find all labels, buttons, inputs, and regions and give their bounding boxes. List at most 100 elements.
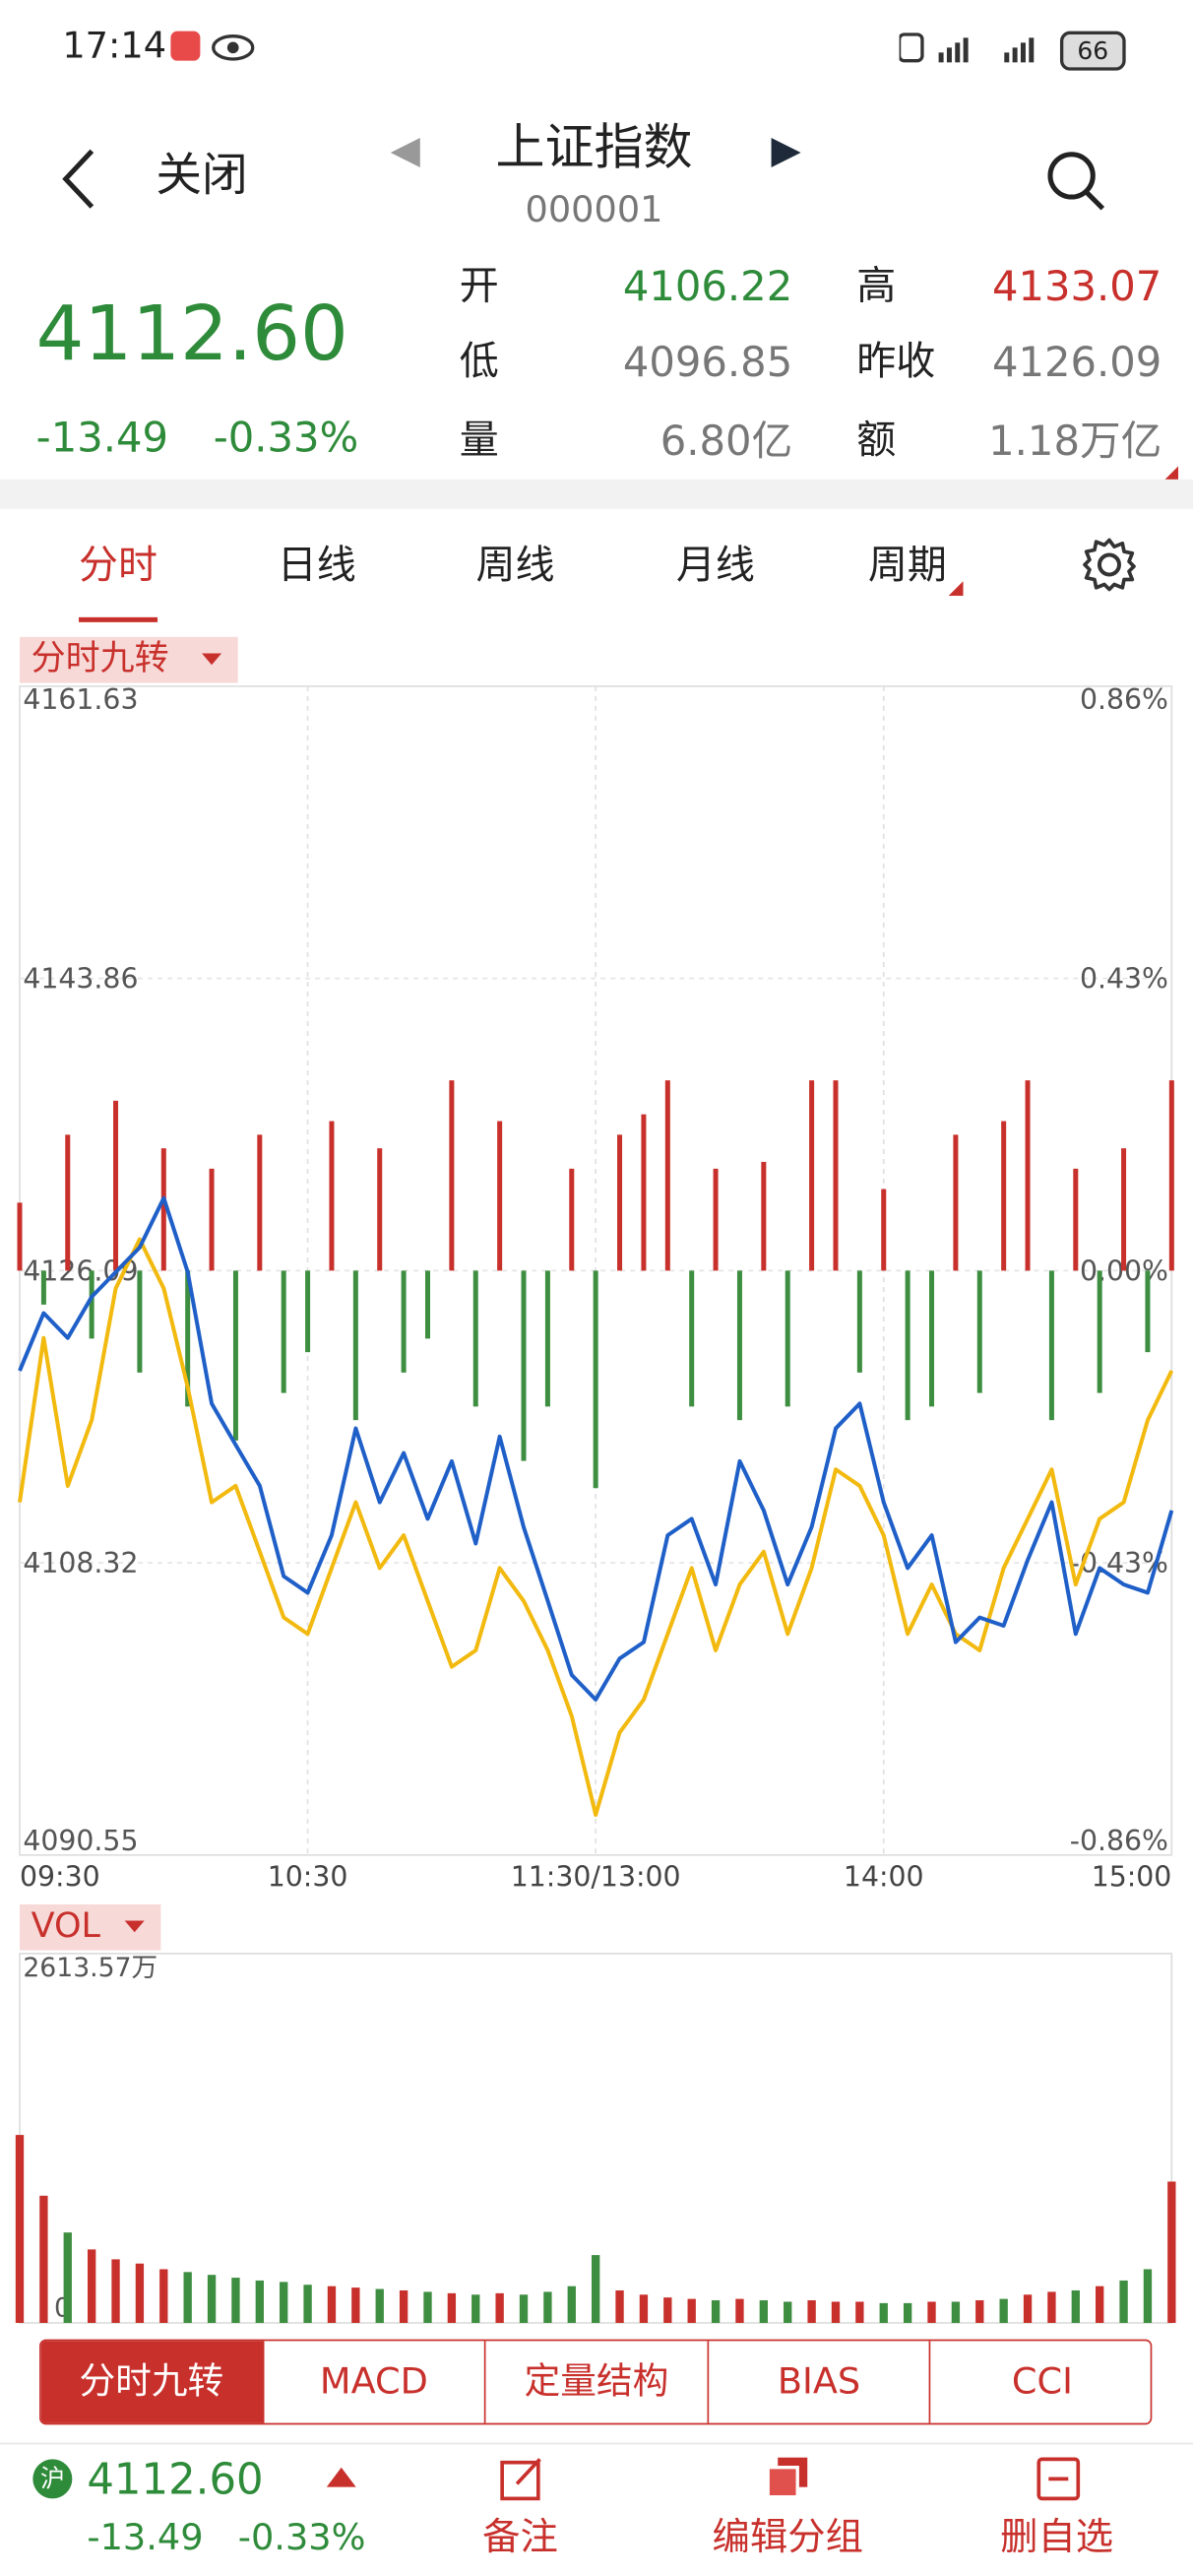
y2-tick-label: -0.86%: [1070, 1825, 1168, 1857]
flow-bar: [833, 1080, 839, 1271]
flow-bar: [569, 1168, 575, 1271]
indicator-label: VOL: [31, 1906, 101, 1946]
volume-bar: [975, 2300, 984, 2323]
code: 000001: [525, 190, 663, 232]
period-tab[interactable]: 周线: [475, 542, 555, 588]
flow-bar: [664, 1080, 670, 1271]
volume-bar: [927, 2301, 936, 2323]
x-tick-label: 15:00: [1092, 1861, 1172, 1894]
footer-action[interactable]: 备注: [482, 2516, 558, 2560]
flow-bar: [1121, 1148, 1127, 1271]
volume-bar: [423, 2291, 432, 2323]
volume-bar: [15, 2135, 25, 2323]
prev-button[interactable]: [387, 135, 423, 171]
search-button[interactable]: [1043, 148, 1109, 214]
flow-bar: [881, 1189, 887, 1271]
volume-bar: [592, 2255, 600, 2323]
indicator-tab[interactable]: 分时九转: [40, 2341, 264, 2423]
flow-bar: [497, 1121, 503, 1271]
volume-bar: [711, 2300, 721, 2323]
flow-bar: [17, 1202, 23, 1271]
flow-bar: [209, 1168, 215, 1271]
expand-corner[interactable]: [1162, 466, 1178, 483]
flow-bar: [472, 1270, 478, 1407]
indicator-tab[interactable]: BIAS: [709, 2341, 931, 2423]
footer-action[interactable]: 删自选: [1000, 2516, 1114, 2560]
flow-bar: [281, 1270, 286, 1393]
volume-bar: [327, 2286, 337, 2323]
flow-bar: [521, 1270, 527, 1461]
indicator-tab[interactable]: CCI: [1011, 2362, 1073, 2404]
battery: 66: [1059, 31, 1126, 71]
flow-bar: [305, 1270, 311, 1353]
indicator-tab[interactable]: 定量结构: [486, 2341, 709, 2423]
period-tab[interactable]: 日线: [277, 542, 356, 588]
flow-bar: [329, 1121, 335, 1271]
volume-bar: [303, 2285, 312, 2323]
volume-bar: [399, 2289, 408, 2323]
period-tab[interactable]: 周期: [867, 542, 947, 588]
settings-button[interactable]: [1082, 537, 1138, 593]
volume-bar: [951, 2301, 961, 2323]
flow-bar: [1145, 1270, 1151, 1353]
flow-bar: [736, 1270, 742, 1421]
flow-bar: [976, 1270, 982, 1393]
period-tab[interactable]: 月线: [675, 542, 755, 588]
indicator-arrow: [202, 653, 222, 666]
flow-bar: [1048, 1270, 1054, 1421]
indicator-box[interactable]: [20, 636, 238, 683]
price: 4112.60: [35, 289, 348, 378]
intraday-chart: 分时九转 4161.63 4143.86 4126.09 4108.32 4090.55 0…: [17, 636, 1174, 1894]
volume-bar: [639, 2294, 649, 2323]
price-line: [18, 1237, 1174, 1818]
volume-bar: [687, 2298, 696, 2323]
volume-bar: [63, 2232, 72, 2323]
x-tick-label: 09:30: [20, 1861, 100, 1894]
next-button[interactable]: [768, 135, 804, 171]
y2-tick-label: 0.86%: [1080, 683, 1168, 716]
volume-bar: [1047, 2291, 1056, 2323]
volume-bar: [1167, 2181, 1176, 2323]
y-tick-label: 4108.32: [23, 1547, 138, 1579]
change-pct: -0.33%: [213, 414, 359, 462]
period-tab[interactable]: 分时: [79, 542, 158, 588]
indicator-tab[interactable]: MACD: [264, 2341, 486, 2423]
flow-bar: [809, 1080, 815, 1271]
volume-bar: [1071, 2289, 1080, 2323]
x-tick-label: 11:30/13:00: [511, 1861, 681, 1894]
flow-bar: [65, 1134, 71, 1271]
field-value: 4133.07: [991, 262, 1162, 311]
flow-bar: [401, 1270, 407, 1373]
volume-bar: [519, 2294, 529, 2323]
flow-bar: [856, 1270, 862, 1373]
flow-bar: [424, 1270, 430, 1339]
title: 上证指数: [495, 119, 693, 178]
flow-bar: [1168, 1080, 1174, 1271]
close-button[interactable]: 关闭: [156, 148, 248, 203]
field-value: 1.18万亿: [988, 417, 1162, 465]
footer-action[interactable]: 编辑分组: [712, 2516, 863, 2560]
flow-bar: [377, 1148, 383, 1271]
volume-bar: [663, 2297, 672, 2323]
group-icon: [766, 2457, 808, 2499]
separator: [0, 479, 1193, 509]
flow-bar: [905, 1270, 910, 1421]
volume-bar: [471, 2294, 480, 2323]
footer-divider: [0, 2442, 1193, 2445]
flow-bar: [593, 1270, 598, 1489]
flow-bar: [544, 1270, 550, 1407]
indicator-tabs: 分时九转 MACD 定量结构 BIAS CCI: [39, 2339, 1153, 2425]
y-tick-label: 4090.55: [23, 1825, 138, 1857]
back-button[interactable]: [59, 148, 98, 210]
field-label: 昨收: [856, 338, 936, 385]
flow-bar: [785, 1270, 790, 1407]
field-label: 低: [459, 338, 499, 385]
change: -13.49: [35, 414, 169, 462]
volume-bar: [543, 2291, 552, 2323]
y-tick-label: 2613.57万: [23, 1953, 157, 1983]
flow-bar: [713, 1168, 719, 1271]
flow-bar: [113, 1100, 119, 1271]
footer-change-pct: -0.33%: [237, 2518, 366, 2560]
